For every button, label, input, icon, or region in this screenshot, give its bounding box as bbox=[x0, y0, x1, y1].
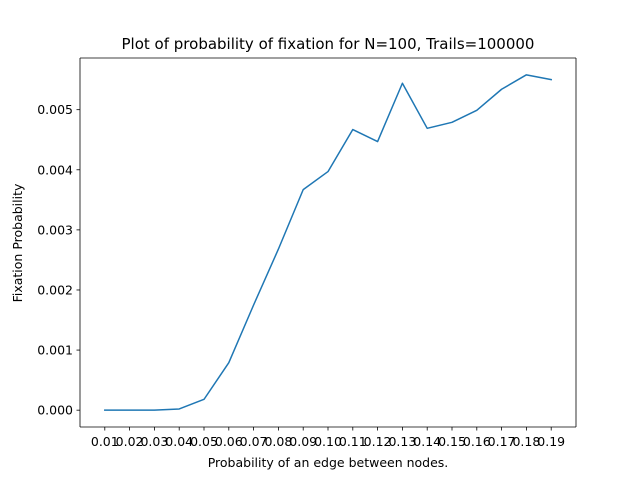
series-layer bbox=[104, 74, 553, 411]
x-tick-label: 0.09 bbox=[289, 434, 317, 449]
x-tick-label: 0.10 bbox=[314, 434, 342, 449]
chart-title: Plot of probability of fixation for N=10… bbox=[122, 35, 535, 53]
y-axis-label: Fixation Probability bbox=[10, 183, 25, 302]
y-tick-label: 0.002 bbox=[37, 282, 73, 297]
x-tick-label: 0.01 bbox=[91, 434, 119, 449]
x-tick-label: 0.07 bbox=[240, 434, 268, 449]
x-tick-label: 0.12 bbox=[364, 434, 392, 449]
y-tick-label: 0.004 bbox=[37, 162, 73, 177]
x-tick-label: 0.13 bbox=[388, 434, 416, 449]
x-tick-label: 0.19 bbox=[537, 434, 565, 449]
y-tick-label: 0.000 bbox=[37, 403, 73, 418]
plot-frame bbox=[79, 57, 577, 428]
x-tick-label: 0.03 bbox=[140, 434, 168, 449]
x-tick-label: 0.16 bbox=[463, 434, 491, 449]
x-tick-label: 0.05 bbox=[190, 434, 218, 449]
x-tick-label: 0.02 bbox=[116, 434, 144, 449]
x-tick-label: 0.15 bbox=[438, 434, 466, 449]
x-tick-label: 0.04 bbox=[165, 434, 193, 449]
y-tick-label: 0.001 bbox=[37, 343, 73, 358]
x-tick-label: 0.17 bbox=[488, 434, 516, 449]
plot-area bbox=[80, 58, 576, 427]
x-tick-label: 0.08 bbox=[264, 434, 292, 449]
x-axis-ticks: 0.010.020.030.040.050.060.070.080.090.10… bbox=[91, 427, 565, 449]
x-axis-label: Probability of an edge between nodes. bbox=[208, 455, 449, 470]
x-tick-label: 0.11 bbox=[339, 434, 367, 449]
x-tick-label: 0.06 bbox=[215, 434, 243, 449]
y-tick-label: 0.003 bbox=[37, 222, 73, 237]
x-tick-label: 0.14 bbox=[413, 434, 441, 449]
x-tick-label: 0.18 bbox=[512, 434, 540, 449]
y-tick-label: 0.005 bbox=[37, 102, 73, 117]
y-axis-ticks: 0.000 0.001 0.002 0.003 0.004 0.005 bbox=[37, 102, 80, 418]
